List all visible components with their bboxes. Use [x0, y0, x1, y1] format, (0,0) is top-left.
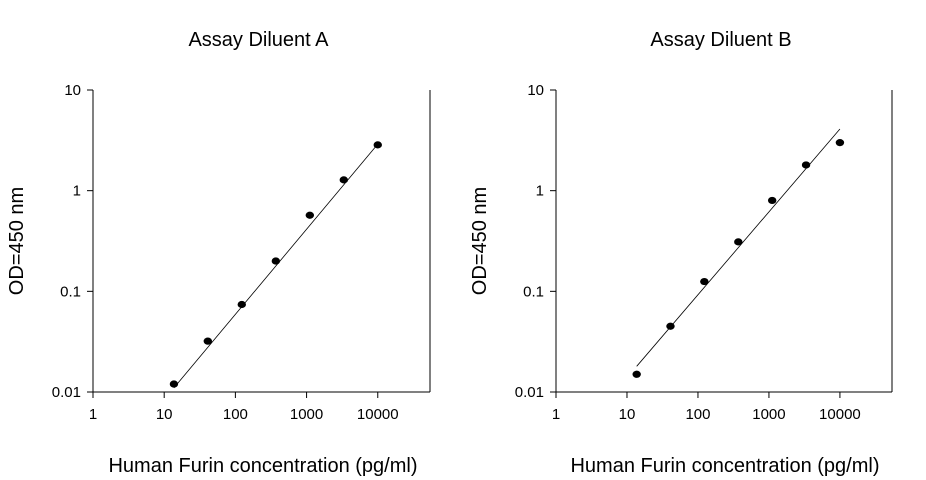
y-tick-label: 1 [73, 183, 81, 200]
chart-assay-diluent-a: Assay Diluent A 1 10 100 1000 10000 0.01 0.1 1 10… [6, 29, 431, 477]
x-axis-label: Human Furin concentration (pg/ml) [108, 455, 417, 477]
chart-title: Assay Diluent A [188, 29, 329, 51]
y-axis-label: OD=450 nm [469, 187, 491, 295]
x-tick-label: 10000 [357, 406, 399, 423]
chart-assay-diluent-b: Assay Diluent B 1 10 100 1000 10000 0.01 0.1 1 10… [469, 29, 893, 477]
fit-line [173, 143, 379, 389]
data-point [632, 370, 641, 378]
y-tick-label: 0.1 [523, 283, 544, 300]
data-point [666, 322, 675, 330]
x-tick-label: 1 [552, 406, 560, 423]
x-tick-label: 1 [89, 406, 97, 423]
data-point [835, 139, 845, 147]
x-tick-label: 1000 [752, 406, 785, 423]
data-point [767, 196, 777, 205]
x-tick-label: 10000 [819, 406, 861, 423]
x-tick-label: 10 [619, 406, 636, 423]
chart-title: Assay Diluent B [650, 29, 791, 51]
data-point [305, 211, 315, 219]
x-axis-label: Human Furin concentration (pg/ml) [570, 455, 879, 477]
y-tick-label: 10 [64, 82, 81, 99]
data-point [801, 161, 811, 169]
y-tick-label: 1 [536, 183, 544, 200]
y-tick-label: 0.01 [515, 384, 544, 401]
x-tick-label: 10 [156, 406, 173, 423]
data-point [339, 176, 348, 184]
x-tick-label: 100 [223, 406, 248, 423]
y-axis-label: OD=450 nm [6, 187, 28, 295]
data-point [271, 257, 281, 265]
data-point [700, 277, 709, 286]
y-tick-label: 10 [527, 82, 544, 99]
x-tick-label: 1000 [290, 406, 323, 423]
y-tick-label: 0.01 [52, 384, 81, 401]
data-point [169, 380, 179, 388]
data-point [203, 337, 213, 345]
data-point [734, 238, 743, 246]
x-tick-label: 100 [685, 406, 710, 423]
data-point [373, 141, 382, 149]
y-tick-label: 0.1 [60, 283, 81, 300]
data-point [237, 300, 246, 309]
